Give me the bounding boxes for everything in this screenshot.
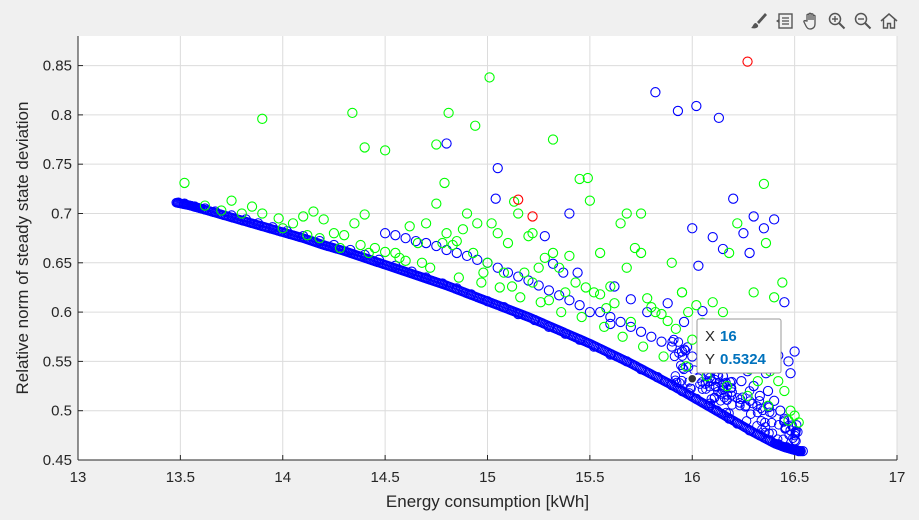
x-tick-label: 16.5: [780, 469, 809, 486]
datatip-marker: [688, 374, 697, 383]
y-axis-label: Relative norm of steady state deviation: [13, 102, 32, 395]
x-tick-label: 15.5: [575, 469, 604, 486]
y-tick-label: 0.7: [51, 205, 72, 222]
y-tick-label: 0.75: [43, 156, 72, 173]
y-tick-label: 0.6: [51, 304, 72, 321]
x-tick-label: 16: [684, 469, 701, 486]
x-tick-label: 13: [70, 469, 87, 486]
datatip-x-value: 16: [720, 328, 737, 345]
x-axis-label: Energy consumption [kWh]: [386, 492, 589, 511]
y-tick-label: 0.8: [51, 107, 72, 124]
y-tick-label: 0.55: [43, 353, 72, 370]
x-tick-label: 14: [274, 469, 291, 486]
x-tick-label: 13.5: [166, 469, 195, 486]
datatip-y-value: 0.5324: [720, 351, 767, 368]
y-tick-label: 0.85: [43, 58, 72, 75]
x-tick-label: 15: [479, 469, 496, 486]
x-tick-label: 14.5: [371, 469, 400, 486]
y-tick-label: 0.65: [43, 255, 72, 272]
datatip-x-label: X: [705, 328, 715, 345]
y-tick-label: 0.5: [51, 403, 72, 420]
y-tick-label: 0.45: [43, 452, 72, 469]
x-tick-label: 17: [889, 469, 906, 486]
datatip-y-label: Y: [705, 351, 715, 368]
